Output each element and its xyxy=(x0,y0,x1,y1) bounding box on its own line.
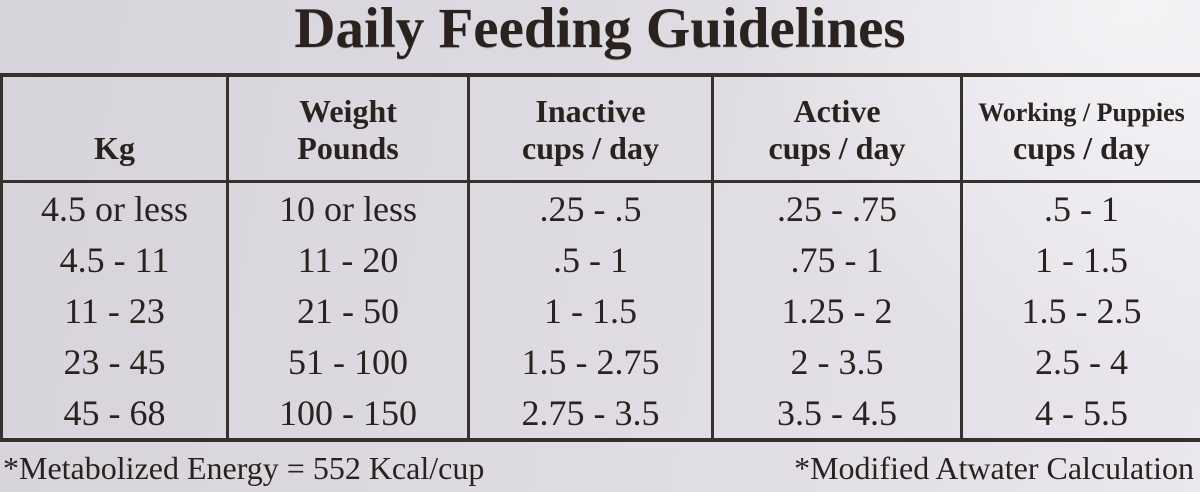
cell-inactive-row2: 1 - 1.5 xyxy=(467,285,711,336)
cell-kg-row1: 4.5 - 11 xyxy=(59,239,170,280)
cell-pounds-row4: 100 - 150 xyxy=(226,387,467,438)
cell-pounds-row2: 21 - 50 xyxy=(226,285,467,336)
cell-active-row3: 2 - 3.5 xyxy=(711,336,960,387)
column-header-pounds-line2: Pounds xyxy=(297,130,399,166)
column-header-active-line2: cups / day xyxy=(768,130,906,166)
cell-active-row4: 3.5 - 4.5 xyxy=(711,387,960,438)
table-row: 4.5 or less 10 or less .25 - .5 .25 - .7… xyxy=(3,183,1200,234)
cell-kg-row3: 23 - 45 xyxy=(63,341,166,382)
column-header-inactive: Inactive cups / day xyxy=(467,77,711,180)
footnotes: *Metabolized Energy = 552 Kcal/cup *Modi… xyxy=(0,447,1200,492)
cell-pounds-row1: 11 - 20 xyxy=(226,234,467,285)
column-header-working-line1: Working / Puppies xyxy=(978,98,1185,127)
column-header-kg: Kg xyxy=(3,77,226,180)
footnote-modified-atwater: *Modified Atwater Calculation xyxy=(794,450,1194,486)
column-header-working-line2: cups / day xyxy=(1013,130,1150,166)
table-row: 23 - 45 51 - 100 1.5 - 2.75 2 - 3.5 2.5 … xyxy=(3,336,1200,387)
column-header-working-puppies: Working / Puppies cups / day xyxy=(960,77,1200,180)
cell-kg-row0: 4.5 or less xyxy=(41,188,188,229)
table-row: 11 - 23 21 - 50 1 - 1.5 1.25 - 2 1.5 - 2… xyxy=(3,285,1200,336)
cell-active-row2: 1.25 - 2 xyxy=(711,285,960,336)
cell-active-row0: .25 - .75 xyxy=(711,183,960,234)
cell-pounds-row3: 51 - 100 xyxy=(226,336,467,387)
cell-pounds-row0: 10 or less xyxy=(226,183,467,234)
table-header-row: Kg Weight Pounds Inactive cups / day Act… xyxy=(3,77,1200,183)
column-header-active-line1: Active xyxy=(793,93,881,129)
column-header-inactive-line2: cups / day xyxy=(522,130,659,166)
column-header-pounds-line1: Weight xyxy=(299,93,397,129)
cell-working-row3: 2.5 - 4 xyxy=(960,336,1200,387)
cell-working-row2: 1.5 - 2.5 xyxy=(960,285,1200,336)
table-row: 4.5 - 11 11 - 20 .5 - 1 .75 - 1 1 - 1.5 xyxy=(3,234,1200,285)
page-title: Daily Feeding Guidelines xyxy=(294,0,906,60)
column-header-inactive-line1: Inactive xyxy=(535,93,646,129)
cell-kg-row4: 45 - 68 xyxy=(63,392,166,433)
cell-inactive-row0: .25 - .5 xyxy=(467,183,711,234)
cell-working-row4: 4 - 5.5 xyxy=(960,387,1200,438)
cell-active-row1: .75 - 1 xyxy=(711,234,960,285)
cell-working-row0: .5 - 1 xyxy=(960,183,1200,234)
column-header-kg-label: Kg xyxy=(94,130,135,166)
footnote-metabolized-energy: *Metabolized Energy = 552 Kcal/cup xyxy=(3,450,485,486)
column-header-pounds: Weight Pounds xyxy=(226,77,467,180)
cell-inactive-row3: 1.5 - 2.75 xyxy=(467,336,711,387)
cell-kg-row2: 11 - 23 xyxy=(64,290,165,331)
cell-inactive-row4: 2.75 - 3.5 xyxy=(467,387,711,438)
feeding-table: Kg Weight Pounds Inactive cups / day Act… xyxy=(0,73,1200,442)
table-row: 45 - 68 100 - 150 2.75 - 3.5 3.5 - 4.5 4… xyxy=(3,387,1200,438)
cell-working-row1: 1 - 1.5 xyxy=(960,234,1200,285)
cell-inactive-row1: .5 - 1 xyxy=(467,234,711,285)
column-header-active: Active cups / day xyxy=(711,77,960,180)
